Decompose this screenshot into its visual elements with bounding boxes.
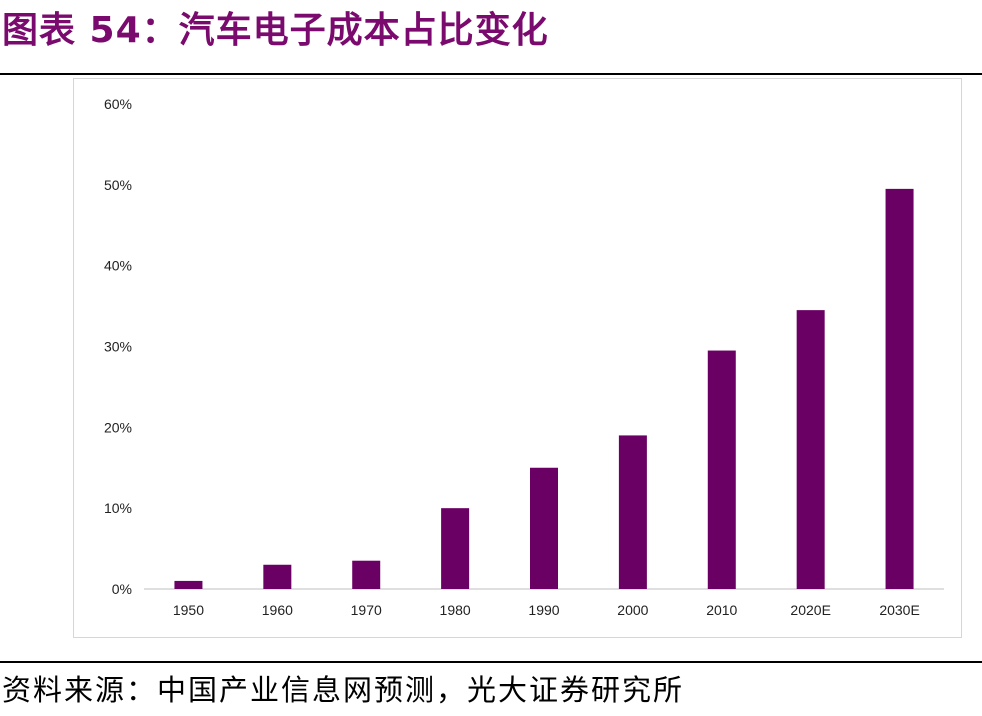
bar-1990 bbox=[530, 467, 558, 589]
bar-1960 bbox=[263, 564, 292, 589]
x-tick-label: 1970 bbox=[351, 602, 382, 618]
x-tick-label: 1990 bbox=[528, 602, 559, 618]
y-tick-label: 40% bbox=[104, 258, 132, 274]
figure-title: 图表 54：汽车电子成本占比变化 bbox=[2, 10, 549, 51]
y-tick-label: 50% bbox=[104, 177, 132, 193]
bar-1980 bbox=[441, 508, 470, 589]
x-axis-labels: 1950 1960 1970 1980 1990 2000 2010 2020E 2030E bbox=[173, 602, 920, 618]
y-tick-label: 10% bbox=[104, 500, 132, 516]
x-tick-label: 2030E bbox=[879, 602, 919, 618]
y-tick-label: 60% bbox=[104, 96, 132, 112]
bottom-divider bbox=[0, 661, 982, 663]
bar-1970 bbox=[352, 560, 381, 589]
x-tick-label: 2000 bbox=[617, 602, 648, 618]
chart-frame: 0% 10% 20% 30% 40% 50% 60% 1950 1960 1970 1980 199… bbox=[73, 78, 962, 638]
top-divider bbox=[0, 73, 982, 75]
bar-2010 bbox=[707, 350, 736, 589]
y-tick-label: 30% bbox=[104, 339, 132, 355]
y-tick-label: 20% bbox=[104, 419, 132, 435]
y-axis-labels: 0% 10% 20% 30% 40% 50% 60% bbox=[104, 96, 132, 597]
bar-1950 bbox=[174, 580, 203, 589]
bars bbox=[174, 188, 914, 589]
bar-2020E bbox=[796, 310, 825, 589]
x-tick-label: 1950 bbox=[173, 602, 204, 618]
x-tick-label: 2010 bbox=[706, 602, 737, 618]
bar-2000 bbox=[618, 435, 647, 589]
bar-2030E bbox=[885, 188, 914, 589]
x-tick-label: 1960 bbox=[262, 602, 293, 618]
x-tick-label: 1980 bbox=[440, 602, 471, 618]
y-tick-label: 0% bbox=[112, 581, 132, 597]
source-note: 资料来源：中国产业信息网预测，光大证券研究所 bbox=[2, 673, 685, 707]
x-tick-label: 2020E bbox=[790, 602, 830, 618]
bar-chart: 0% 10% 20% 30% 40% 50% 60% 1950 1960 1970 1980 199… bbox=[104, 96, 944, 618]
